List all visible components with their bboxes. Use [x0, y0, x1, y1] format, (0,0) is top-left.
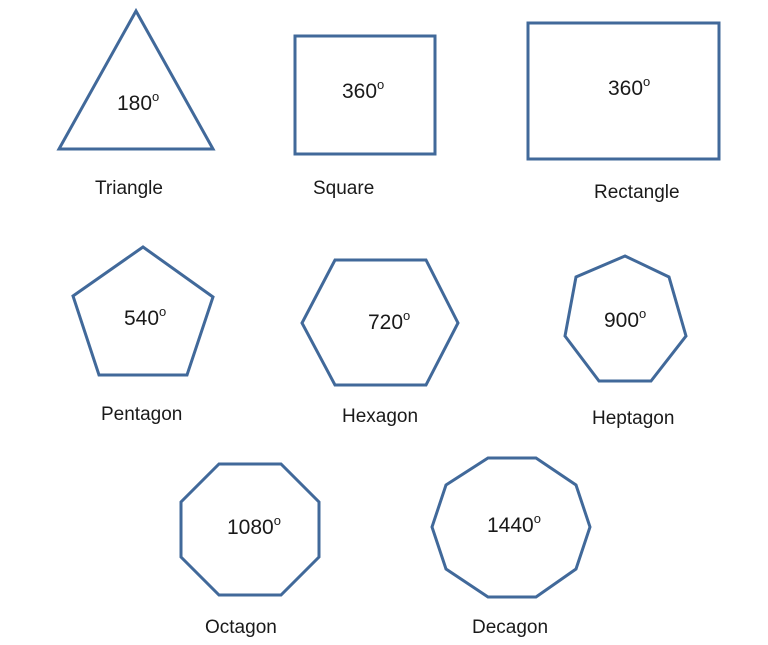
octagon-angle-value: 1080	[227, 516, 274, 539]
pentagon-label: Pentagon	[101, 404, 182, 425]
hexagon-angle-sum: 720o	[368, 308, 410, 334]
decagon-angle-sum: 1440o	[487, 511, 541, 537]
heptagon-group: 900o Heptagon	[563, 254, 688, 429]
heptagon-angle-sum: 900o	[604, 306, 646, 332]
square-label: Square	[313, 178, 374, 199]
triangle-shape	[56, 7, 216, 151]
rectangle-shape	[526, 21, 721, 161]
hexagon-label: Hexagon	[342, 406, 418, 427]
pentagon-shape	[71, 245, 215, 377]
octagon-group: 1080o Octagon	[179, 462, 321, 638]
decagon-shape	[430, 456, 592, 599]
pentagon-angle-value: 540	[124, 307, 159, 330]
square-shape	[293, 34, 437, 156]
square-angle-value: 360	[342, 80, 377, 103]
square-group: 360o Square	[293, 34, 437, 199]
heptagon-shape	[563, 254, 688, 383]
octagon-angle-sum: 1080o	[227, 513, 281, 539]
rectangle-angle-sum: 360o	[608, 74, 650, 100]
hexagon-group: 720o Hexagon	[300, 258, 460, 427]
degree-symbol: o	[534, 511, 541, 526]
pentagon-angle-sum: 540o	[124, 304, 166, 330]
hexagon-shape	[300, 258, 460, 387]
triangle-group: 180o Triangle	[56, 7, 216, 199]
decagon-label: Decagon	[472, 617, 548, 638]
degree-symbol: o	[159, 304, 166, 319]
heptagon-angle-value: 900	[604, 309, 639, 332]
degree-symbol: o	[639, 306, 646, 321]
octagon-shape	[179, 462, 321, 597]
rectangle-group: 360o Rectangle	[526, 21, 721, 203]
heptagon-label: Heptagon	[592, 408, 674, 429]
decagon-angle-value: 1440	[487, 514, 534, 537]
hexagon-angle-value: 720	[368, 311, 403, 334]
triangle-angle-sum: 180o	[117, 89, 159, 115]
octagon-label: Octagon	[205, 617, 277, 638]
degree-symbol: o	[152, 89, 159, 104]
degree-symbol: o	[377, 77, 384, 92]
degree-symbol: o	[403, 308, 410, 323]
degree-symbol: o	[643, 74, 650, 89]
rectangle-label: Rectangle	[594, 182, 680, 203]
degree-symbol: o	[274, 513, 281, 528]
pentagon-group: 540o Pentagon	[71, 245, 215, 425]
triangle-angle-value: 180	[117, 92, 152, 115]
square-angle-sum: 360o	[342, 77, 384, 103]
rectangle-angle-value: 360	[608, 77, 643, 100]
decagon-group: 1440o Decagon	[430, 456, 592, 638]
triangle-label: Triangle	[95, 178, 163, 199]
